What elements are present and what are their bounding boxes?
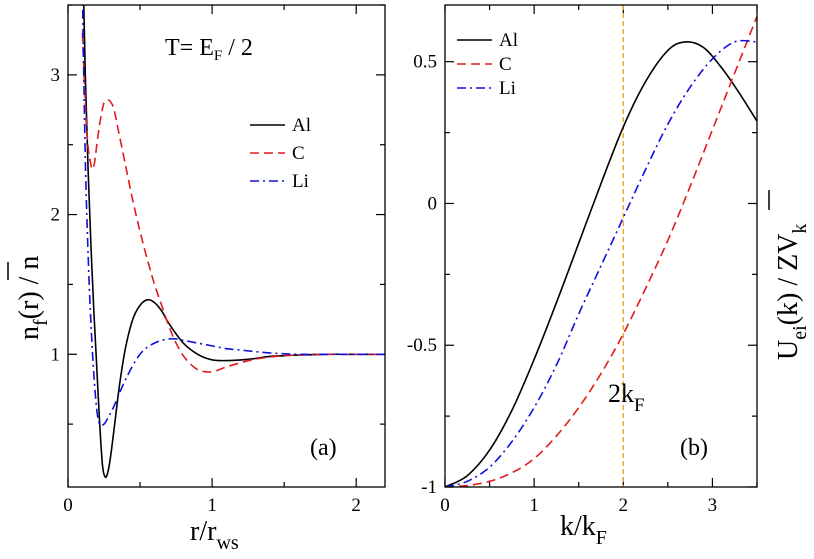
- y-tick-label-a: 2: [51, 205, 61, 226]
- panel-b: 0 1 2 3 -1 -0.5 0 0.5: [407, 5, 758, 516]
- plot-frame-a: [67, 4, 386, 488]
- annotation-temperature: T= EF / 2: [165, 35, 253, 64]
- x-tick-label-a: 1: [207, 495, 217, 516]
- series-line-li-b: [445, 39, 757, 487]
- legend-a-label-c: C: [292, 143, 305, 164]
- y-tick-label-b: -0.5: [407, 335, 437, 356]
- legend-b-label-al: Al: [499, 30, 518, 51]
- x-tick-label-a: 2: [351, 495, 361, 516]
- panel-a: 0 1 2 1 2 3: [51, 4, 385, 516]
- legend-a-label-li: Li: [292, 171, 309, 192]
- y-axis-label-b: Uei(k) / ZVk: [773, 224, 811, 360]
- x-tick-label-b: 1: [529, 495, 539, 516]
- y-tick-label-a: 1: [51, 344, 61, 365]
- series-line-c-a: [81, 32, 385, 373]
- x-axis-label-a: r/rws: [190, 516, 239, 554]
- y-tick-label-b: -1: [421, 477, 437, 498]
- legend-a: Al C Li: [250, 115, 311, 192]
- legend-b: Al C Li: [457, 30, 518, 99]
- panel-label-a: (a): [310, 435, 337, 461]
- x-axis-label-b: k/kF: [560, 511, 607, 549]
- series-line-c-b: [445, 16, 757, 487]
- legend-a-label-al: Al: [292, 115, 311, 136]
- legend-b-label-c: C: [499, 54, 512, 75]
- x-tick-label-b: 3: [708, 495, 718, 516]
- y-axis-label-a: nf(r) / n: [14, 256, 52, 340]
- x-tick-label-b: 2: [619, 495, 629, 516]
- series-line-al-a: [82, 5, 385, 479]
- series-line-li-a: [81, 5, 385, 427]
- panel-label-b: (b): [680, 435, 708, 461]
- plot-frame-b: [444, 4, 758, 488]
- annotation-2kf: 2kF: [608, 379, 645, 416]
- y-tick-label-a: 3: [51, 65, 61, 86]
- series-line-al-b: [445, 41, 757, 487]
- y-tick-label-b: 0.5: [413, 52, 437, 73]
- x-tick-label-a: 0: [63, 495, 73, 516]
- x-tick-label-b: 0: [440, 495, 450, 516]
- y-tick-label-b: 0: [428, 193, 438, 214]
- legend-b-label-li: Li: [499, 78, 516, 99]
